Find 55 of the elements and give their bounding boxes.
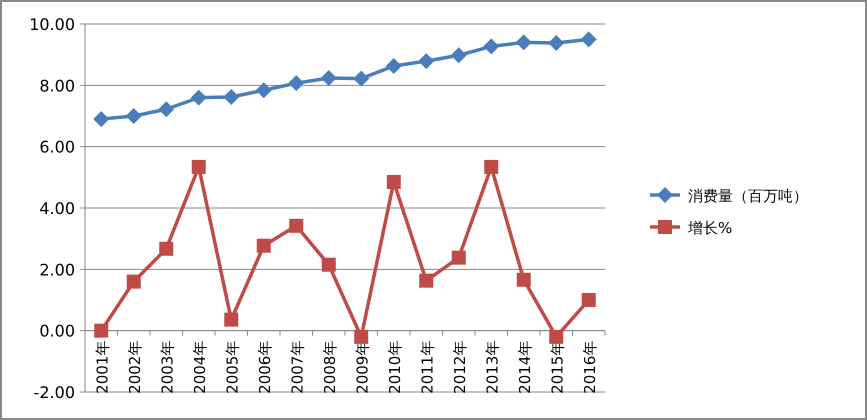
- y-tick-label: 6.00: [39, 138, 75, 157]
- point: [93, 111, 110, 128]
- x-tick-label: 2005年: [223, 340, 242, 394]
- point: [223, 88, 240, 105]
- x-tick-label: 2004年: [190, 340, 209, 394]
- point: [159, 242, 174, 256]
- point: [483, 38, 500, 54]
- point: [256, 82, 272, 98]
- point: [516, 34, 532, 50]
- x-tick-label: 2001年: [93, 340, 112, 394]
- point: [582, 293, 596, 307]
- y-tick-label: 0.00: [39, 322, 75, 341]
- x-tick-label: 2013年: [483, 340, 502, 394]
- x-tick-label: 2008年: [320, 340, 339, 394]
- y-tick-label: 10.00: [29, 15, 75, 34]
- y-tick-label: -2.00: [34, 383, 75, 402]
- point: [288, 75, 304, 92]
- y-tick-label: 4.00: [39, 199, 75, 218]
- x-tick-label: 2011年: [418, 340, 436, 394]
- y-tick-label: 8.00: [39, 76, 75, 96]
- point: [548, 35, 564, 52]
- legend-label: 增长%: [687, 219, 732, 237]
- point: [190, 90, 207, 106]
- point: [320, 70, 337, 86]
- point: [354, 330, 368, 344]
- x-tick-label: 2012年: [450, 340, 469, 394]
- point: [418, 53, 434, 70]
- x-tick-label: 2014年: [516, 340, 534, 394]
- point: [224, 312, 238, 327]
- point: [289, 218, 304, 233]
- x-tick-label: 2002年: [126, 340, 144, 394]
- x-tick-label: 2016年: [580, 340, 599, 394]
- x-tick-label: 2010年: [386, 340, 404, 394]
- point: [126, 274, 141, 289]
- point: [549, 330, 564, 344]
- point: [192, 160, 206, 174]
- legend-label: 消费量（百万吨）: [688, 187, 808, 205]
- point: [516, 272, 531, 287]
- point: [386, 58, 402, 74]
- point: [419, 274, 434, 288]
- point: [256, 238, 271, 253]
- point: [580, 31, 597, 48]
- point: [126, 108, 142, 124]
- point: [353, 70, 370, 87]
- point: [386, 174, 401, 189]
- point: [452, 250, 466, 265]
- point: [94, 324, 108, 338]
- point: [158, 101, 174, 118]
- point: [450, 47, 467, 64]
- x-tick-label: 2003年: [158, 340, 176, 394]
- point: [322, 258, 336, 272]
- y-tick-label: 2.00: [39, 260, 75, 280]
- x-tick-label: 2007年: [288, 340, 306, 394]
- x-tick-label: 2006年: [256, 340, 274, 394]
- point: [484, 160, 498, 174]
